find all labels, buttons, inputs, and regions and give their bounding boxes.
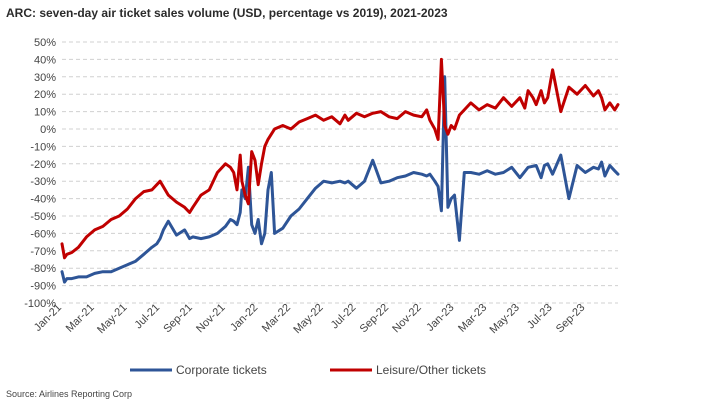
x-tick-label: May-23: [488, 302, 522, 336]
y-tick-label: -30%: [30, 176, 56, 188]
x-tick-label: May-22: [291, 302, 325, 336]
chart-title: ARC: seven-day air ticket sales volume (…: [6, 6, 448, 20]
series-line-leisure: [60, 57, 620, 260]
y-tick-label: -20%: [30, 159, 56, 171]
x-tick-label: Mar-22: [260, 302, 293, 335]
x-tick-label: May-21: [95, 302, 129, 336]
y-tick-label: -100%: [24, 298, 56, 310]
y-tick-label: -50%: [30, 211, 56, 223]
legend: Corporate tickets Leisure/Other tickets: [130, 363, 486, 377]
series-lines: [60, 57, 620, 284]
y-tick-label: -80%: [30, 263, 56, 275]
y-axis-ticks: 50% 40% 30% 20% 10% 0% -10% -20% -30% -40% -50% -60…: [24, 37, 56, 310]
x-tick-label: Jul-22: [329, 302, 359, 332]
y-tick-label: 40%: [34, 54, 56, 66]
y-tick-label: 10%: [34, 107, 56, 119]
y-tick-label: 30%: [34, 72, 56, 84]
gridlines: [62, 41, 618, 304]
x-tick-label: Jul-21: [133, 302, 163, 332]
x-tick-label: Jan-22: [228, 302, 260, 334]
y-tick-label: -70%: [30, 246, 56, 258]
legend-label: Leisure/Other tickets: [376, 363, 486, 377]
x-tick-label: Sep-23: [554, 302, 588, 336]
y-tick-label: -10%: [30, 141, 56, 153]
source-note: Source: Airlines Reporting Corp: [6, 389, 133, 399]
y-tick-label: -90%: [30, 281, 56, 293]
legend-label: Corporate tickets: [176, 363, 267, 377]
y-tick-label: -40%: [30, 194, 56, 206]
x-tick-label: Mar-23: [456, 302, 489, 335]
y-tick-label: 20%: [34, 89, 56, 101]
x-tick-label: Nov-22: [390, 302, 424, 336]
y-tick-label: 0%: [40, 124, 56, 136]
series-line-corporate: [60, 75, 620, 284]
y-tick-label: -60%: [30, 228, 56, 240]
x-tick-label: Sep-21: [161, 302, 195, 336]
x-tick-label: Jul-23: [525, 302, 555, 332]
y-tick-label: 50%: [34, 37, 56, 49]
x-tick-label: Mar-21: [64, 302, 97, 335]
x-tick-label: Nov-21: [194, 302, 228, 336]
x-tick-label: Sep-22: [358, 302, 392, 336]
x-tick-label: Jan-23: [424, 302, 456, 334]
